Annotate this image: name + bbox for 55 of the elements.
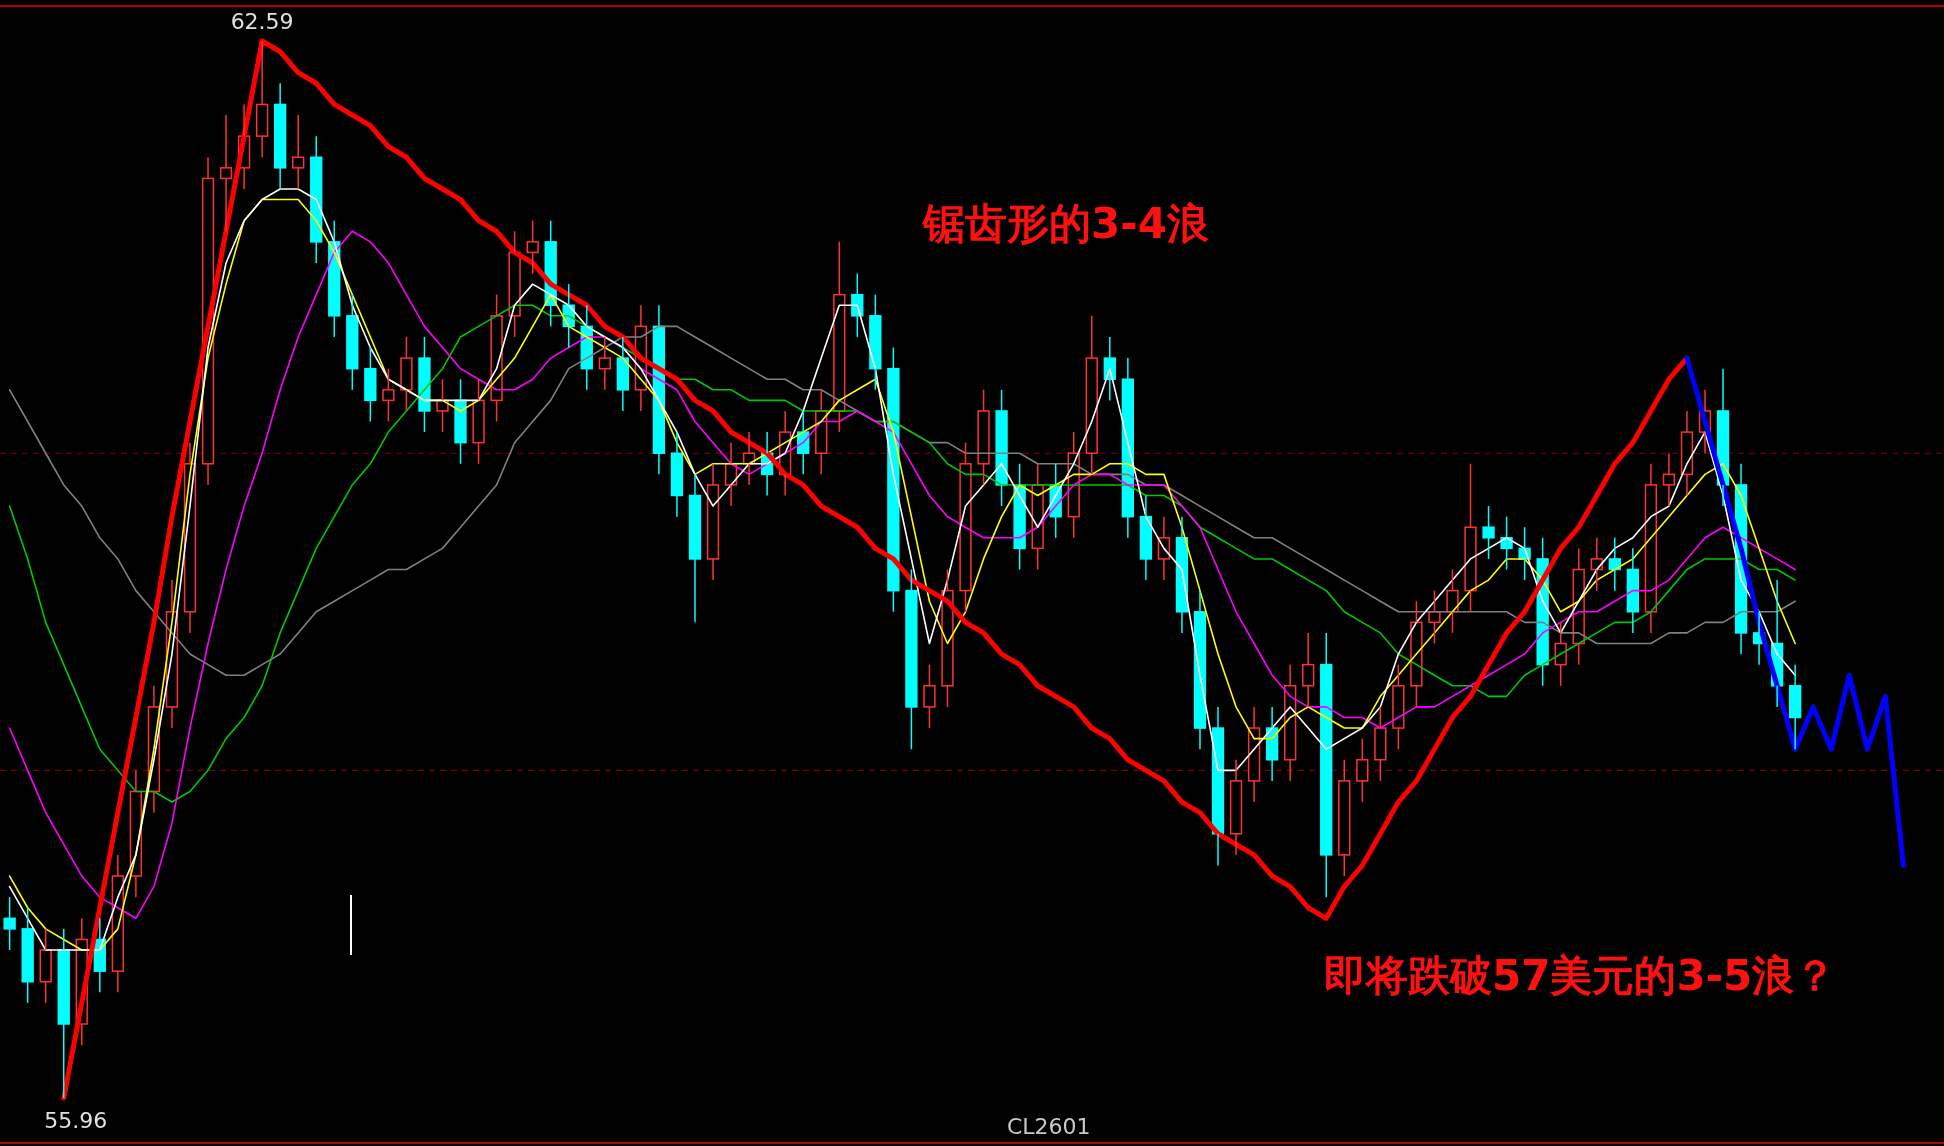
candlestick (219, 114, 233, 233)
candlestick (616, 336, 629, 412)
candlestick (1662, 452, 1676, 507)
candlestick (959, 441, 972, 613)
candlestick (1482, 505, 1495, 560)
candlestick (1338, 759, 1351, 877)
candlestick (57, 928, 70, 1099)
annotation: 锯齿形的3-4浪 (921, 199, 1210, 248)
candlestick (39, 928, 52, 1004)
candlestick (869, 293, 882, 391)
candlestick (1392, 663, 1405, 750)
candlestick (1680, 410, 1694, 497)
candlestick (1374, 706, 1387, 782)
candlestick (1085, 315, 1098, 476)
text: 62.59 (230, 9, 294, 34)
candlestick (1229, 759, 1243, 856)
candlestick (1320, 632, 1333, 898)
candlestick (454, 378, 467, 465)
text: CL2601 (1007, 1114, 1091, 1139)
candlestick (382, 367, 395, 423)
candlestick (977, 389, 990, 486)
annotation: 即将跌破57美元的3-5浪？ (1324, 951, 1837, 1000)
candlestick (598, 336, 611, 391)
candlestick (1410, 600, 1423, 708)
candlestick (1626, 547, 1639, 634)
candlestick (923, 663, 936, 729)
candlestick (688, 473, 702, 624)
candlestick (418, 336, 431, 433)
candlestick (1265, 706, 1279, 782)
candlestick (3, 896, 16, 951)
candlestick (1644, 463, 1658, 634)
candlestick (1247, 706, 1261, 803)
candlestick (1139, 494, 1153, 581)
candlestick (21, 906, 34, 1004)
candlestick (526, 219, 539, 275)
candlestick (1446, 568, 1459, 634)
candlestick (274, 82, 287, 190)
candlestick (310, 135, 323, 264)
candlestick (995, 389, 1008, 507)
candlestick (706, 463, 720, 581)
candlestick (1302, 632, 1315, 708)
candlestick (1193, 589, 1207, 750)
candlestick (364, 346, 377, 423)
candlestick (905, 568, 918, 750)
candlestick (292, 114, 305, 190)
candlestick (1789, 663, 1802, 750)
candlestick (472, 378, 485, 465)
candlestick (346, 293, 359, 391)
text: 55.96 (44, 1108, 108, 1133)
candlestick (400, 336, 413, 412)
candlestick (833, 241, 846, 433)
candlestick (1356, 737, 1369, 803)
candlestick (255, 40, 269, 159)
candlestick (1464, 463, 1477, 613)
candlestick (670, 431, 684, 518)
